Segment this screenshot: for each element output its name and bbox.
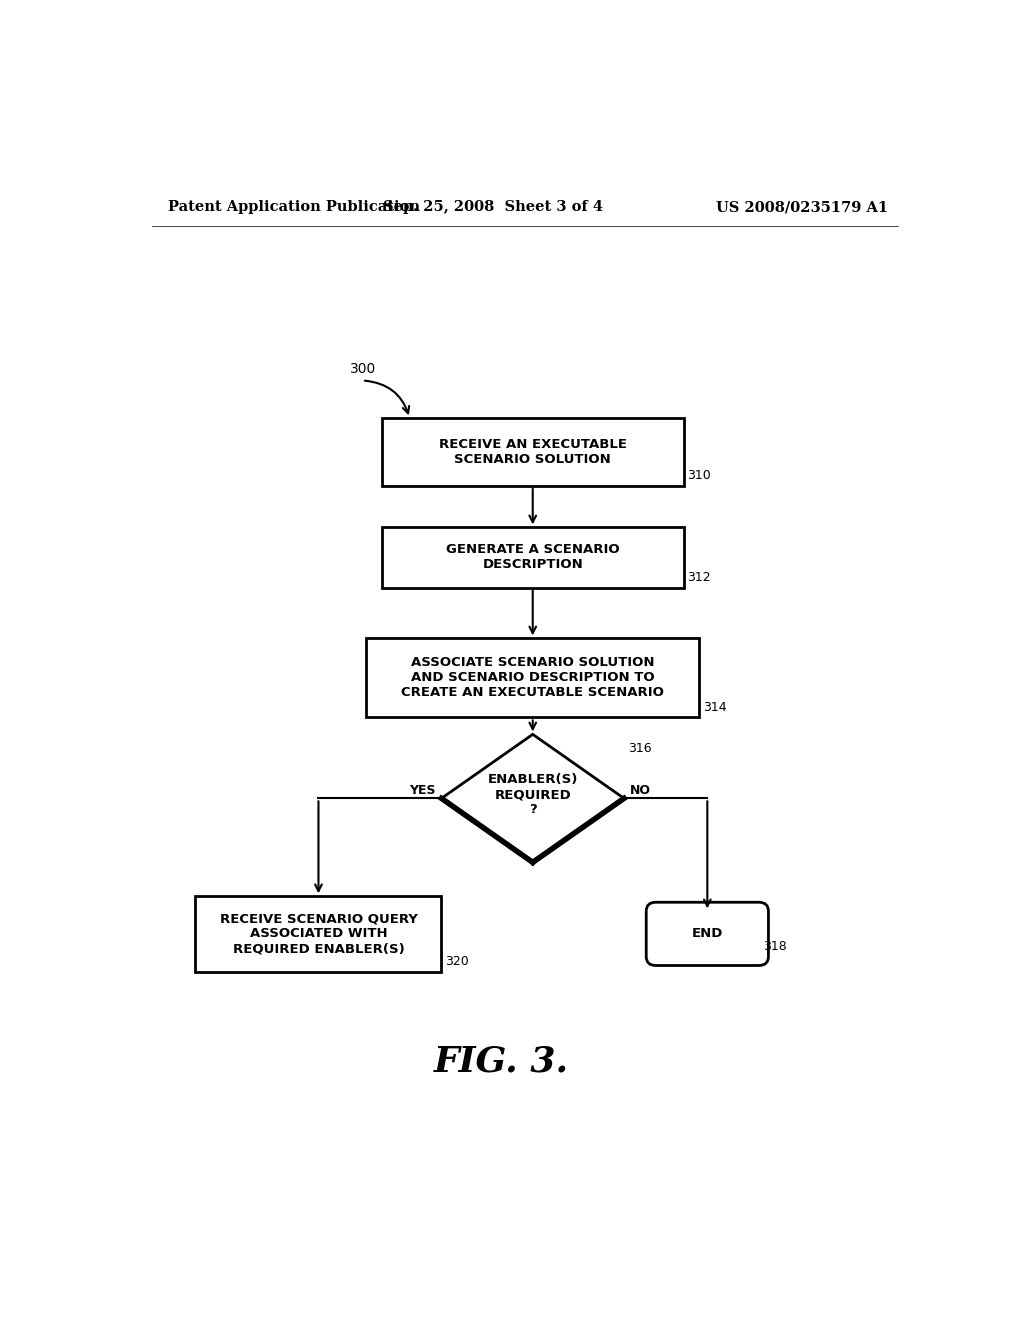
Text: US 2008/0235179 A1: US 2008/0235179 A1 [717,201,889,214]
FancyBboxPatch shape [196,896,441,972]
FancyBboxPatch shape [382,418,684,486]
Text: END: END [691,928,723,940]
Text: Patent Application Publication: Patent Application Publication [168,201,420,214]
Text: 316: 316 [628,742,651,755]
Text: 314: 314 [703,701,727,714]
Text: YES: YES [409,784,435,797]
Text: RECEIVE AN EXECUTABLE
SCENARIO SOLUTION: RECEIVE AN EXECUTABLE SCENARIO SOLUTION [438,438,627,466]
FancyBboxPatch shape [646,903,768,965]
Text: 318: 318 [763,940,786,953]
Text: 310: 310 [687,469,712,482]
Text: ENABLER(S)
REQUIRED
?: ENABLER(S) REQUIRED ? [487,774,578,816]
Text: NO: NO [631,784,651,797]
FancyBboxPatch shape [382,527,684,587]
Text: 320: 320 [445,954,469,968]
Text: RECEIVE SCENARIO QUERY
ASSOCIATED WITH
REQUIRED ENABLER(S): RECEIVE SCENARIO QUERY ASSOCIATED WITH R… [219,912,418,956]
Text: FIG. 3.: FIG. 3. [433,1045,568,1078]
FancyBboxPatch shape [367,639,699,718]
Text: Sep. 25, 2008  Sheet 3 of 4: Sep. 25, 2008 Sheet 3 of 4 [383,201,603,214]
Text: 312: 312 [687,570,711,583]
Polygon shape [441,734,624,862]
Text: GENERATE A SCENARIO
DESCRIPTION: GENERATE A SCENARIO DESCRIPTION [445,544,620,572]
Text: 300: 300 [350,362,377,376]
Text: ASSOCIATE SCENARIO SOLUTION
AND SCENARIO DESCRIPTION TO
CREATE AN EXECUTABLE SCE: ASSOCIATE SCENARIO SOLUTION AND SCENARIO… [401,656,665,700]
